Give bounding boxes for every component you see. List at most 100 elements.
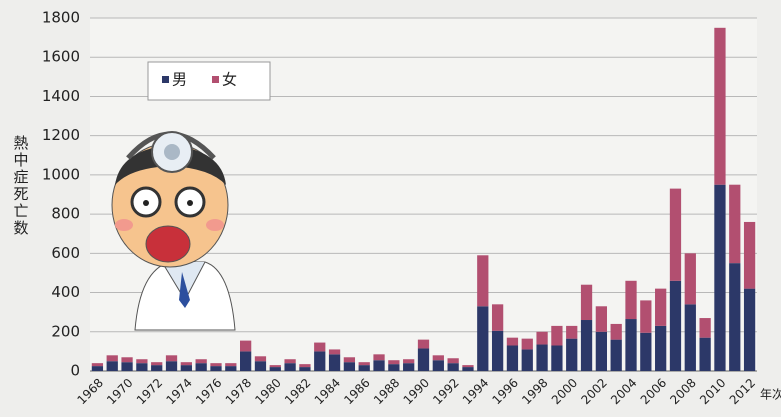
bar-segment — [388, 360, 400, 365]
bar-segment — [210, 366, 222, 371]
bar-segment — [669, 188, 682, 281]
x-tick-label: 2010 — [697, 376, 728, 407]
x-tick-label: 1978 — [223, 376, 254, 407]
bar-segment — [225, 366, 237, 371]
y-tick-label: 600 — [51, 244, 80, 262]
bar-segment — [699, 337, 711, 371]
bar-segment — [269, 365, 281, 368]
bar-segment — [284, 359, 296, 364]
bar-segment — [595, 306, 607, 332]
bar-segment — [403, 363, 415, 371]
bar-segment — [655, 325, 667, 371]
bar-segment — [403, 359, 415, 364]
bar-segment — [729, 263, 741, 371]
bar-segment — [284, 363, 296, 371]
bar-segment — [91, 366, 104, 371]
bar-segment — [121, 362, 133, 371]
x-tick-label: 1996 — [490, 376, 521, 407]
bar-segment — [580, 284, 593, 321]
bar-segment — [669, 280, 682, 371]
bar-segment — [521, 349, 533, 371]
x-tick-label: 1980 — [252, 376, 283, 407]
x-tick-label: 1992 — [430, 376, 461, 407]
bar-segment — [314, 351, 326, 371]
bar-segment — [314, 342, 326, 352]
bar-segment — [432, 360, 444, 371]
x-tick-label: 1994 — [460, 376, 491, 407]
x-tick-label: 1972 — [134, 376, 165, 407]
bar-segment — [491, 304, 504, 331]
x-tick-label: 1982 — [282, 376, 313, 407]
bar-segment — [536, 344, 548, 371]
bar-segment — [447, 363, 459, 371]
bar-segment — [743, 288, 756, 371]
bar-segment — [269, 367, 281, 371]
bar-segment — [195, 363, 207, 371]
bar-segment — [684, 253, 696, 305]
bar-segment — [343, 362, 356, 371]
bar-segment — [551, 325, 563, 346]
doctor-illustration — [111, 131, 236, 331]
bar-segment — [358, 362, 370, 366]
legend-swatch — [162, 76, 169, 83]
y-tick-label: 400 — [51, 283, 80, 301]
bar-segment — [328, 354, 341, 371]
legend-label: 男 — [172, 71, 187, 89]
bar-segment — [121, 357, 133, 363]
bar-segment — [388, 364, 400, 371]
y-tick-label: 1400 — [42, 87, 80, 105]
bar-segment — [521, 338, 533, 350]
bar-segment — [477, 255, 489, 307]
y-axis-label: 熱中症死亡数 — [12, 135, 30, 237]
bar-segment — [417, 348, 430, 371]
x-tick-label: 1974 — [163, 376, 194, 407]
bar-segment — [254, 356, 267, 362]
x-tick-label: 1990 — [401, 376, 432, 407]
x-tick-label: 1976 — [193, 376, 224, 407]
bar-segment — [610, 339, 622, 371]
bar-segment — [165, 361, 178, 371]
bar-segment — [106, 361, 118, 371]
bar-segment — [151, 365, 163, 371]
x-tick-label: 1984 — [312, 376, 343, 407]
bar-segment — [566, 325, 578, 339]
x-tick-label: 2004 — [608, 376, 639, 407]
bar-segment — [699, 318, 711, 338]
bar-segment — [151, 362, 163, 366]
bar-segment — [373, 360, 385, 371]
bar-segment — [462, 367, 474, 371]
bar-segment — [714, 184, 726, 371]
bar-segment — [180, 365, 192, 371]
bar-segment — [625, 319, 637, 371]
bar-segment — [195, 359, 207, 364]
bar-segment — [432, 355, 444, 361]
bar-segment — [299, 367, 311, 371]
bar-segment — [743, 221, 756, 289]
y-tick-label: 1000 — [42, 165, 80, 183]
x-tick-label: 1968 — [75, 376, 106, 407]
y-tick-label: 200 — [51, 322, 80, 340]
bar-segment — [417, 339, 430, 349]
x-tick-label: 2012 — [727, 376, 758, 407]
y-tick-label: 1200 — [42, 126, 80, 144]
bar-segment — [655, 288, 667, 326]
y-tick-label: 0 — [70, 362, 80, 380]
x-tick-label: 1998 — [519, 376, 550, 407]
bar-segment — [447, 358, 459, 364]
bar-segment — [299, 364, 311, 368]
x-tick-label: 2000 — [549, 376, 580, 407]
bar-segment — [595, 331, 607, 371]
bar-segment — [477, 306, 489, 371]
bar-segment — [491, 330, 504, 371]
bar-segment — [684, 304, 696, 371]
bar-segment — [240, 351, 252, 371]
bar-segment — [714, 27, 726, 185]
bar-segment — [210, 363, 222, 367]
bar-segment — [580, 320, 593, 371]
bar-segment — [225, 363, 237, 367]
x-tick-label: 2006 — [638, 376, 669, 407]
bar-segment — [625, 280, 637, 320]
bar-segment — [506, 337, 519, 346]
